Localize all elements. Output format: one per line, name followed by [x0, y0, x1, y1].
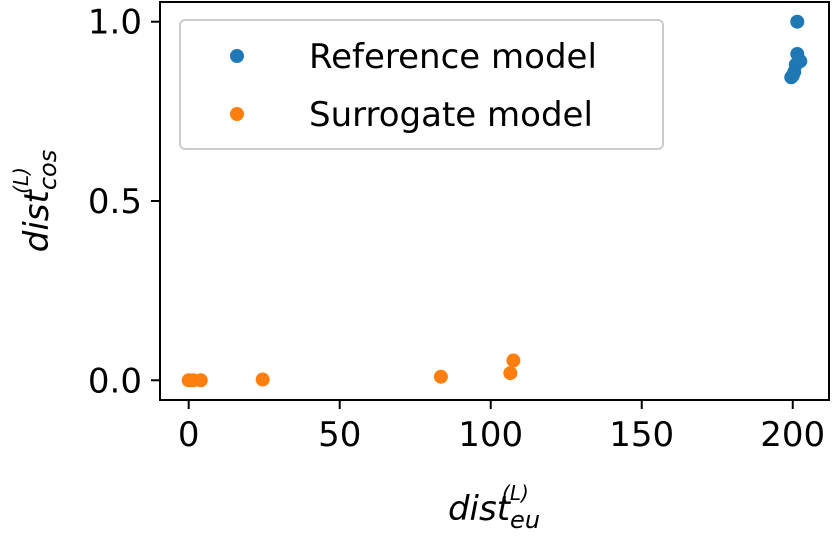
y-axis-label-base: dist [17, 188, 57, 252]
y-axis-label-sup: (L) [9, 167, 33, 194]
x-axis-label-sup: (L) [502, 481, 529, 505]
plot-frame [159, 1, 830, 401]
ticks-layer: 0 50 100 150 200 0.0 0.5 1.0 [88, 3, 825, 455]
data-point-reference [790, 14, 805, 29]
data-point-surrogate [193, 373, 208, 388]
x-tick-label: 50 [318, 415, 361, 455]
legend-box [179, 19, 664, 150]
y-axis-label: distcos(L) [9, 150, 62, 252]
data-point-surrogate [506, 353, 521, 368]
legend-marker-reference [230, 49, 244, 63]
x-axis-label-base: dist [448, 489, 512, 529]
y-tick-label: 1.0 [88, 3, 142, 43]
data-point-surrogate [503, 366, 518, 381]
x-axis-label: disteu(L) [448, 481, 540, 534]
data-point-surrogate [255, 372, 270, 387]
legend: Reference model Surrogate model [179, 19, 664, 150]
legend-label-surrogate: Surrogate model [309, 95, 593, 135]
y-tick-label: 0.0 [88, 361, 142, 401]
x-axis-label-sub: eu [510, 506, 540, 534]
y-axis-label-sub: cos [34, 150, 62, 190]
data-point-surrogate [433, 369, 448, 384]
points-layer [181, 14, 808, 388]
legend-label-reference: Reference model [309, 37, 597, 77]
data-point-reference [784, 70, 799, 85]
x-tick-label: 0 [178, 415, 200, 455]
x-tick-label: 100 [458, 415, 523, 455]
y-tick-label: 0.5 [88, 182, 142, 222]
x-tick-label: 200 [760, 415, 825, 455]
legend-marker-surrogate [230, 107, 244, 121]
x-tick-label: 150 [609, 415, 674, 455]
